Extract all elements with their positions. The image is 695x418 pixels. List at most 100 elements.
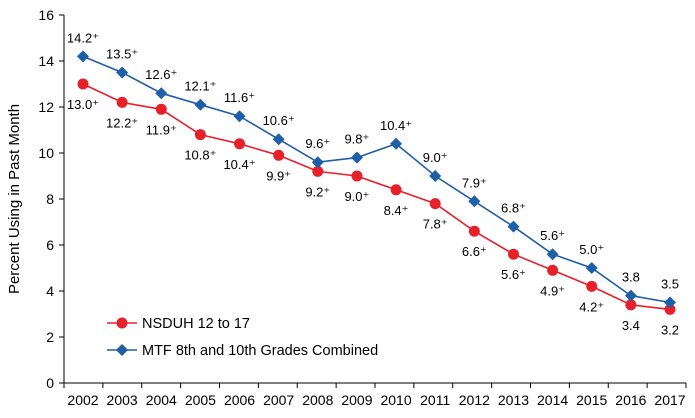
data-point (547, 264, 559, 276)
series-layer (77, 50, 676, 315)
data-point (586, 280, 598, 292)
data-point (273, 149, 285, 161)
x-tick-label: 2014 (537, 392, 568, 408)
data-point (468, 195, 481, 208)
data-point (507, 220, 520, 233)
data-point (116, 66, 129, 79)
data-label: 3.4 (622, 318, 640, 333)
data-point (546, 248, 559, 261)
x-tick-label: 2004 (146, 392, 177, 408)
data-point (233, 110, 246, 123)
data-point (585, 262, 598, 274)
x-tick-label: 2008 (302, 392, 333, 408)
data-point (624, 289, 637, 302)
data-label: 10.8⁺ (184, 148, 216, 163)
x-tick-label: 2016 (615, 392, 646, 408)
data-point (272, 133, 285, 146)
data-label: 9.0⁺ (423, 150, 448, 165)
data-point (507, 248, 519, 260)
y-tick-label: 2 (46, 329, 54, 345)
data-point (390, 184, 402, 196)
data-point (664, 303, 676, 315)
legend-label: NSDUH 12 to 17 (142, 316, 250, 332)
legend: NSDUH 12 to 17 MTF 8th and 10th Grades Co… (107, 316, 378, 359)
x-ticks: 2002 2003 2004 2005 2006 2007 2008 2009 2010 2011… (63, 383, 687, 408)
series-line-0 (82, 83, 671, 311)
x-tick-label: 2017 (654, 392, 685, 408)
data-label: 11.9⁺ (146, 122, 177, 137)
x-tick-label: 2013 (498, 392, 529, 408)
x-tick-label: 2003 (107, 392, 138, 408)
data-label: 5.0⁺ (579, 242, 604, 257)
data-label: 10.4⁺ (223, 157, 255, 172)
legend-marker (116, 317, 128, 329)
data-point (429, 198, 441, 210)
x-tick-label: 2009 (341, 392, 372, 408)
data-point (77, 78, 89, 90)
data-label: 9.2⁺ (305, 184, 330, 199)
data-label: 7.9⁺ (462, 175, 487, 190)
data-label: 4.9⁺ (540, 283, 565, 298)
data-label: 9.0⁺ (344, 189, 369, 204)
data-label: 14.2⁺ (67, 30, 99, 45)
data-point (312, 165, 324, 177)
data-point (234, 138, 246, 150)
data-label: 12.6⁺ (145, 67, 177, 82)
data-point (311, 156, 324, 169)
data-label: 3.2 (661, 322, 679, 337)
data-point (390, 137, 403, 150)
x-tick-label: 2002 (67, 392, 98, 408)
data-label: 12.1⁺ (184, 79, 216, 94)
y-ticks: 0 2 4 6 8 10 12 14 16 (38, 7, 64, 391)
series-line-1 (82, 55, 671, 304)
data-point (155, 103, 167, 115)
data-point (429, 170, 442, 182)
x-tick-label: 2007 (263, 392, 294, 408)
y-tick-label: 16 (38, 7, 54, 23)
data-point (468, 225, 480, 237)
data-label: 5.6⁺ (501, 267, 526, 282)
x-tick-label: 2006 (224, 392, 255, 408)
data-label: 9.6⁺ (305, 136, 330, 151)
y-tick-label: 12 (38, 99, 54, 115)
data-label: 6.8⁺ (501, 201, 526, 216)
x-tick-label: 2011 (420, 392, 450, 408)
data-label: 10.6⁺ (263, 113, 295, 128)
data-label: 4.2⁺ (579, 299, 604, 314)
data-label: 7.8⁺ (423, 217, 448, 232)
data-label: 13.5⁺ (106, 47, 138, 62)
legend-marker (116, 344, 128, 356)
data-label: 3.5 (661, 277, 679, 292)
data-labels: 13.0⁺ 12.2⁺ 11.9⁺ 10.8⁺ 10.4⁺ 9.9⁺ 9.2⁺ 9.0⁺ 8.4… (67, 30, 679, 337)
legend-label: MTF 8th and 10th Grades Combined (142, 343, 378, 359)
data-label: 11.6⁺ (224, 90, 255, 105)
data-point (664, 296, 676, 309)
data-label: 8.4⁺ (384, 203, 409, 218)
data-point (155, 87, 168, 100)
data-label: 5.6⁺ (540, 228, 565, 243)
y-tick-label: 10 (38, 145, 54, 161)
x-tick-label: 2010 (380, 392, 411, 408)
x-tick-label: 2012 (459, 392, 490, 408)
data-point (351, 170, 363, 182)
y-tick-label: 8 (46, 191, 54, 207)
data-point (194, 129, 206, 141)
data-label: 13.0⁺ (67, 97, 99, 112)
data-label: 9.8⁺ (344, 132, 369, 147)
data-label: 3.8 (622, 270, 640, 285)
y-tick-label: 0 (46, 375, 54, 391)
y-axis-title: Percent Using in Past Month (6, 104, 23, 294)
data-label: 9.9⁺ (266, 168, 291, 183)
data-label: 12.2⁺ (106, 115, 138, 130)
x-tick-label: 2015 (576, 392, 607, 408)
data-label: 10.4⁺ (380, 118, 412, 133)
data-point (350, 151, 363, 164)
y-tick-label: 4 (46, 283, 54, 299)
data-point (194, 98, 207, 111)
x-tick-label: 2005 (185, 392, 216, 408)
y-tick-label: 6 (46, 237, 54, 253)
data-point (116, 96, 128, 108)
y-tick-label: 14 (38, 53, 54, 69)
data-point (77, 50, 89, 63)
